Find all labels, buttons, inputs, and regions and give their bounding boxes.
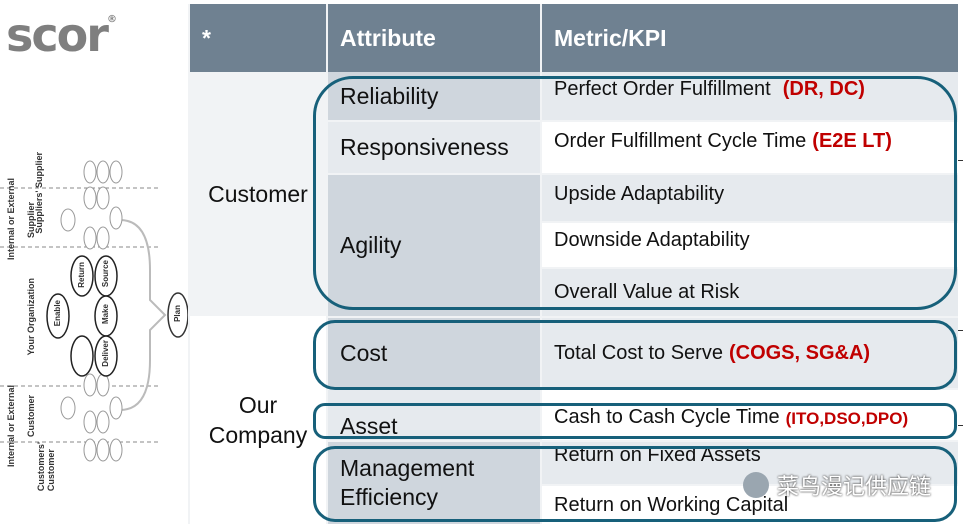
attribute-responsiveness: Responsiveness — [328, 122, 540, 173]
label-supplier: Supplier — [26, 202, 36, 239]
process-deliver: Deliver — [101, 340, 110, 367]
label-your-organization: Your Organization — [26, 278, 36, 356]
process-enable: Enable — [53, 300, 62, 327]
label-internal-external-top: Internal or External — [6, 178, 16, 261]
metric-upside-adaptability: Upside Adaptability — [542, 175, 958, 221]
metric-order-fulfillment-cycle-time: Order Fulfillment Cycle Time — [554, 130, 807, 152]
header-star: * — [190, 4, 326, 72]
watermark-text: 菜鸟漫记供应链 — [776, 474, 931, 499]
attribute-cost: Cost — [328, 318, 540, 388]
scor-logo: scor® — [6, 8, 117, 62]
header-attribute: Attribute — [328, 4, 540, 72]
process-plan: Plan — [173, 305, 182, 322]
metric-perfect-order-fulfillment: Perfect Order Fulfillment — [554, 78, 771, 100]
metric-row: Cash to Cash Cycle Time (ITO,DSO,DPO) — [542, 390, 958, 440]
metric-row: Order Fulfillment Cycle Time (E2E LT) — [542, 122, 958, 173]
process-make: Make — [101, 304, 110, 325]
label-internal-external-bottom: Internal or External — [6, 385, 16, 468]
category-our-company: Our Company — [190, 316, 326, 524]
scor-diagram-graphic — [0, 160, 189, 462]
metric-downside-adaptability: Downside Adaptability — [542, 223, 958, 267]
outline-cost — [313, 320, 957, 390]
edge-tick — [958, 160, 963, 161]
label-customer: Customer — [26, 395, 36, 438]
metric-row: Total Cost to Serve (COGS, SG&A) — [542, 318, 958, 388]
metric-tag-e2e-lt: (E2E LT) — [812, 130, 892, 152]
scor-process-diagram: Suppliers' Supplier Supplier Internal or… — [0, 150, 190, 491]
label-customers-customer: Customers' Customer — [36, 442, 56, 492]
process-return: Return — [77, 262, 86, 288]
process-source: Source — [101, 260, 110, 288]
edge-tick — [958, 330, 963, 331]
outline-asset — [313, 403, 957, 439]
metric-cash-to-cash-cycle-time: Cash to Cash Cycle Time — [554, 406, 780, 428]
metric-tag-cogs-sga: (COGS, SG&A) — [728, 341, 871, 364]
header-metric: Metric/KPI — [542, 4, 958, 72]
category-customer: Customer — [208, 181, 308, 207]
metric-tag-ito-dso-dpo: (ITO,DSO,DPO) — [785, 409, 909, 428]
metric-tag-dr-dc: (DR, DC) — [782, 78, 865, 100]
attribute-asset: Asset — [328, 390, 540, 440]
attribute-reliability: Reliability — [328, 72, 540, 120]
metric-total-cost-to-serve: Total Cost to Serve — [554, 341, 723, 364]
attribute-management-efficiency: Management Efficiency — [328, 442, 540, 524]
attribute-agility: Agility — [328, 175, 540, 316]
outline-customer-attributes — [313, 76, 957, 310]
watermark: 菜鸟漫记供应链 — [742, 469, 931, 501]
edge-tick — [958, 425, 963, 426]
metric-row: Perfect Order Fulfillment (DR, DC) — [542, 72, 958, 120]
outline-management-efficiency — [313, 446, 957, 522]
wechat-icon — [742, 472, 769, 498]
